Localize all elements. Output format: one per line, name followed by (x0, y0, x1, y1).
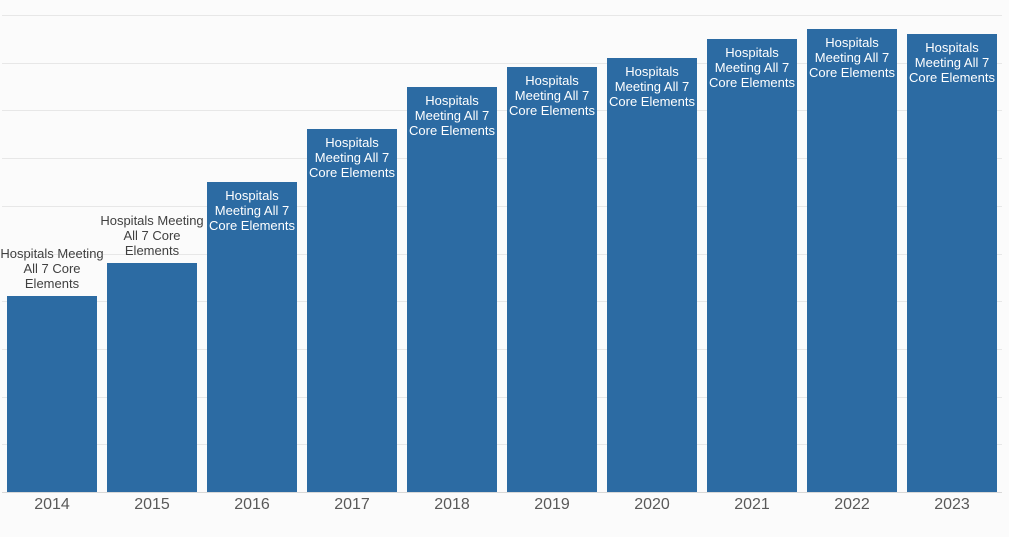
gridline (2, 349, 1002, 350)
gridline (2, 15, 1002, 16)
x-tick-2015: 2015 (134, 496, 170, 513)
bar-2023[interactable]: Hospitals Meeting All 7 Core Elements (907, 34, 997, 492)
bar-label-2017: Hospitals Meeting All 7 Core Elements (309, 135, 395, 180)
bar-2014[interactable]: Hospitals Meeting All 7 Core Elements (0, 246, 104, 492)
x-tick-2014: 2014 (34, 496, 70, 513)
bar-label-2019: Hospitals Meeting All 7 Core Elements (509, 73, 595, 118)
bar-2016[interactable]: Hospitals Meeting All 7 Core Elements (207, 182, 297, 492)
gridline (2, 63, 1002, 64)
x-axis-line (2, 492, 1002, 493)
x-tick-2016: 2016 (234, 496, 270, 513)
bar-2019[interactable]: Hospitals Meeting All 7 Core Elements (507, 67, 597, 492)
bar-label-2016: Hospitals Meeting All 7 Core Elements (209, 188, 295, 233)
bar-label-2023: Hospitals Meeting All 7 Core Elements (909, 40, 995, 85)
gridline (2, 158, 1002, 159)
bar-label-2014: Hospitals Meeting All 7 Core Elements (0, 246, 104, 291)
bar-2022[interactable]: Hospitals Meeting All 7 Core Elements (807, 29, 897, 492)
x-tick-2018: 2018 (434, 496, 470, 513)
bar-label-2022: Hospitals Meeting All 7 Core Elements (809, 35, 895, 80)
x-tick-2019: 2019 (534, 496, 570, 513)
gridline (2, 444, 1002, 445)
gridline (2, 301, 1002, 302)
bar-label-2015: Hospitals Meeting All 7 Core Elements (100, 213, 204, 258)
bar-label-2018: Hospitals Meeting All 7 Core Elements (409, 93, 495, 138)
x-tick-2022: 2022 (834, 496, 870, 513)
gridline (2, 110, 1002, 111)
gridline (2, 206, 1002, 207)
x-tick-2021: 2021 (734, 496, 770, 513)
bar-2018[interactable]: Hospitals Meeting All 7 Core Elements (407, 87, 497, 492)
bar-2015[interactable]: Hospitals Meeting All 7 Core Elements (100, 213, 204, 492)
bar-2020[interactable]: Hospitals Meeting All 7 Core Elements (607, 58, 697, 492)
x-tick-2023: 2023 (934, 496, 970, 513)
x-tick-2020: 2020 (634, 496, 670, 513)
bar-label-2021: Hospitals Meeting All 7 Core Elements (709, 45, 795, 90)
bar-2017[interactable]: Hospitals Meeting All 7 Core Elements (307, 129, 397, 492)
bar-label-2020: Hospitals Meeting All 7 Core Elements (609, 64, 695, 109)
bar-2021[interactable]: Hospitals Meeting All 7 Core Elements (707, 39, 797, 492)
gridline (2, 397, 1002, 398)
x-tick-2017: 2017 (334, 496, 370, 513)
gridline (2, 254, 1002, 255)
